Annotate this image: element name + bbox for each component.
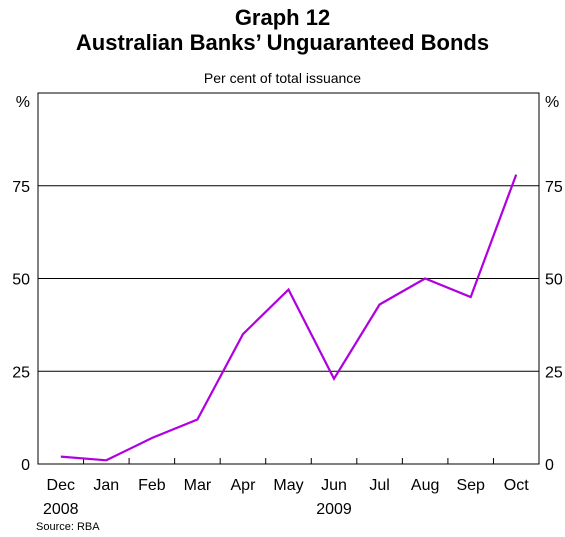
chart-title: Graph 12 bbox=[234, 5, 331, 30]
y-unit-right: % bbox=[545, 94, 559, 111]
x-tick-label: Mar bbox=[184, 477, 212, 494]
x-tick-label: Dec bbox=[47, 477, 75, 494]
y-tick-label-right: 50 bbox=[545, 272, 563, 289]
x-tick-label: Aug bbox=[411, 477, 439, 494]
y-tick-label-left: 25 bbox=[12, 364, 30, 381]
x-tick-label: Oct bbox=[504, 477, 529, 494]
x-tick-label: May bbox=[273, 477, 303, 494]
y-tick-label-left: 50 bbox=[12, 272, 30, 289]
y-tick-label-left: 0 bbox=[21, 457, 30, 474]
series-line bbox=[60, 174, 518, 462]
x-tick-label: Jul bbox=[369, 477, 389, 494]
x-tick-label: Jun bbox=[321, 477, 347, 494]
x-tick-label: Jan bbox=[93, 477, 119, 494]
x-tick-label: Feb bbox=[138, 477, 166, 494]
x-year-label: 2009 bbox=[316, 501, 352, 518]
source-note: Source: RBA bbox=[36, 521, 100, 533]
y-unit-left: % bbox=[16, 94, 30, 111]
y-tick-label-right: 25 bbox=[545, 364, 563, 381]
chart-caption: Per cent of total issuance bbox=[203, 70, 362, 86]
chart-subtitle: Australian Banks’ Unguaranteed Bonds bbox=[75, 30, 490, 55]
y-tick-label-right: 0 bbox=[545, 457, 554, 474]
x-tick-label: Apr bbox=[231, 477, 257, 494]
x-year-label: 2008 bbox=[43, 501, 79, 518]
y-tick-label-right: 75 bbox=[545, 179, 563, 196]
y-tick-label-left: 75 bbox=[12, 179, 30, 196]
line-chart: 0 0 25 25 50 50 75 75% % Dec Jan Feb Mar Apr May Jun Jul… bbox=[12, 92, 563, 518]
x-tick-label: Sep bbox=[456, 477, 485, 494]
